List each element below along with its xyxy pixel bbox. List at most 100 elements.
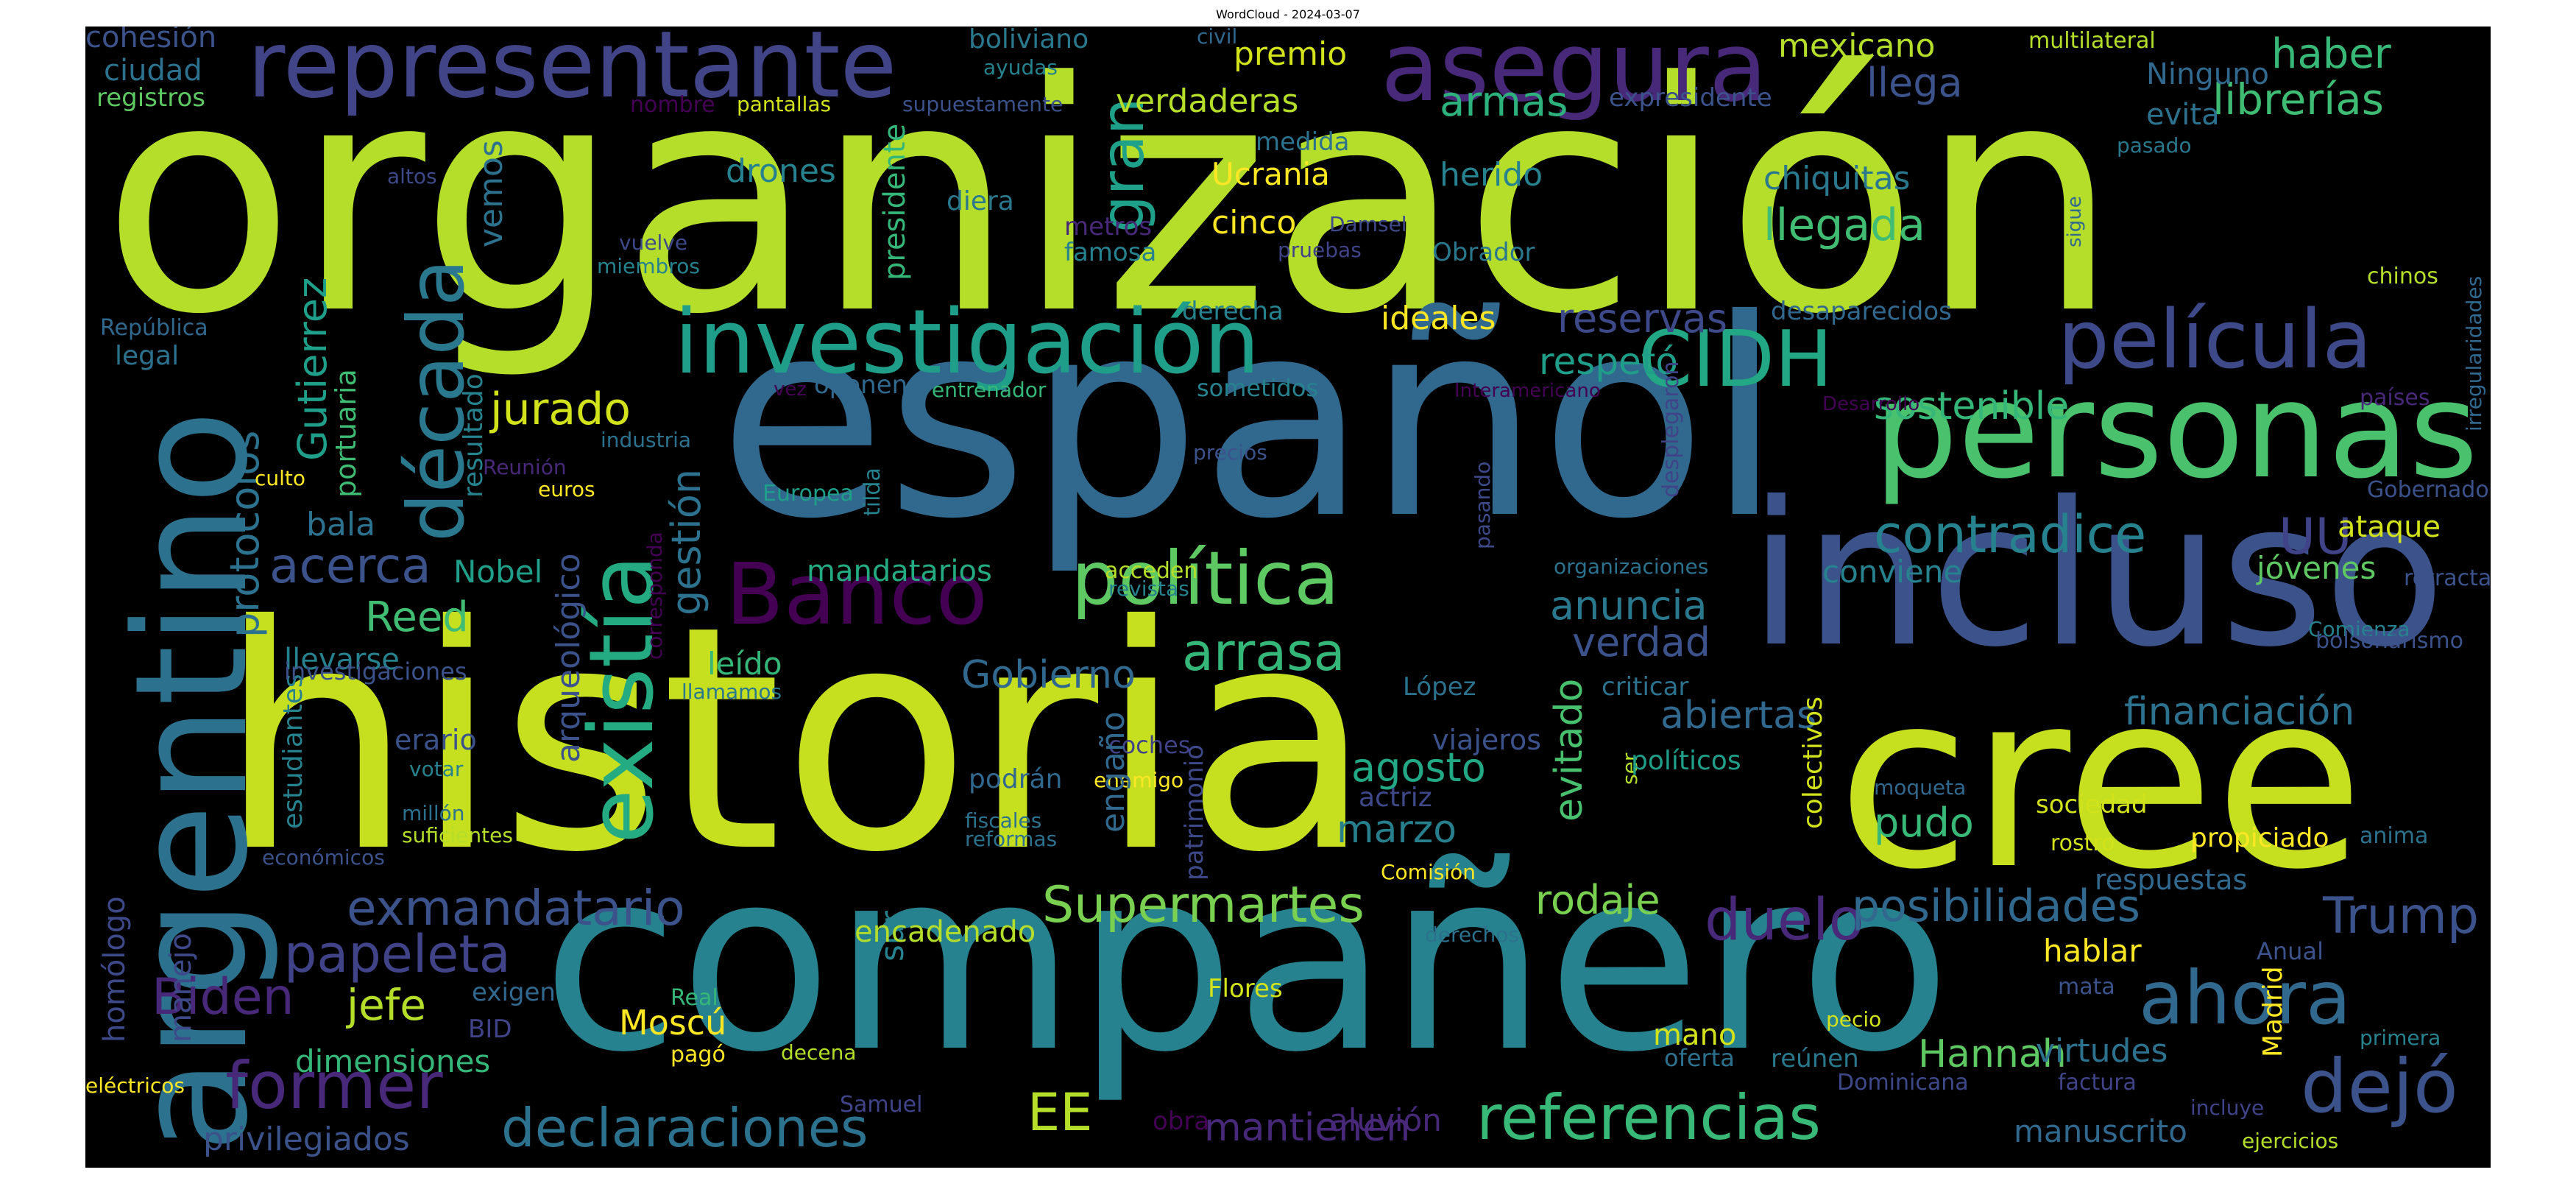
word: acceden [1105,558,1198,584]
wordcloud-canvas: organización historia español compañero … [85,27,2491,1168]
word: pecio [1826,1007,1882,1031]
word: eléctricos [85,1073,185,1098]
word: Moscú [619,1003,727,1043]
word: vez [774,378,807,401]
word: Dominicana [1837,1070,1969,1096]
word: pudo [1874,800,1974,846]
word: sigue [2064,196,2086,247]
word: jefe [347,980,426,1030]
word: former [225,1048,443,1124]
word: retractado [2404,565,2491,591]
word: erario [394,724,477,756]
word: Obrador [1432,238,1535,267]
word: jurado [490,384,631,435]
word: ataque [2338,510,2441,544]
word: personas [1874,354,2479,508]
word: famosa [1064,238,1157,267]
word: Samuel [840,1092,923,1118]
word: investigaciones [284,657,467,685]
word: cohesión [85,27,217,54]
word: económicos [262,845,385,870]
word: votar [409,757,464,781]
word: llegada [1763,200,1925,251]
word: dimensiones [295,1043,491,1079]
word: derecha [1182,297,1284,326]
word: engaño [1094,711,1132,833]
word: compañero [542,816,1952,1107]
word: dejó [2301,1043,2458,1129]
word: leído [707,646,782,682]
word: legal [115,341,180,371]
word: Interamericano [1454,380,1601,402]
word: diera [946,186,1014,216]
word: organización [102,27,2120,384]
word: Hannah [1918,1032,2067,1076]
word: multilateral [2028,28,2156,54]
word: reservas [1557,295,1727,342]
word: desplegaron [1658,361,1684,498]
word: sostenible [1874,384,2070,428]
word: papeleta [284,924,511,984]
word: investigación [674,292,1260,394]
word: rodaje [1535,877,1660,923]
word: coches [1108,731,1191,759]
wordcloud-title: WordCloud - 2024-03-07 [1216,7,1360,21]
word: supuestamente [902,92,1064,116]
word: evita [2146,98,2220,132]
word: verdaderas [1116,82,1299,120]
word: historia [218,560,1374,920]
word: Comisión [1381,860,1476,884]
word: registros [96,83,205,113]
word: López [1403,672,1476,702]
word: representante [247,27,897,119]
word: respetó [1539,340,1678,383]
word: Gobierno [961,653,1136,697]
word: virtudes [2036,1032,2168,1070]
word: vemos [473,140,510,247]
word: aluvión [1329,1102,1442,1138]
word: factura [2058,1070,2137,1096]
word: Trump [2323,887,2480,945]
word: CIDH [1638,314,1833,404]
word: respuestas [2095,864,2248,896]
word: conviene [1822,554,1963,590]
word: países [2360,385,2430,411]
word: película [2058,292,2372,387]
word: contradice [1874,504,2147,565]
word: viajeros [1432,724,1542,756]
word: Madrid [2258,966,2288,1057]
word: encadenado [854,915,1036,949]
word: incluso [1749,459,2446,691]
word: homólogo [98,896,132,1043]
word: Ninguno [2146,57,2269,91]
word: revistas [1108,576,1189,601]
word: organizaciones [1554,554,1709,579]
word: haber [2271,30,2391,78]
word: euros [538,477,595,501]
word: evitado [1547,678,1591,822]
word: entrenador [932,378,1047,402]
word: expresidente [1609,83,1772,113]
word: política [1072,535,1340,621]
word: privilegiados [203,1121,410,1158]
word: EE [1027,1082,1093,1143]
word: precios [1193,440,1267,465]
word: sociedad [2036,790,2148,819]
word: financiación [2124,690,2355,734]
word: Supermartes [1042,876,1365,934]
word: patrimonio [1180,744,1209,881]
word: irregularidades [2462,275,2486,431]
word: pagó [670,1042,726,1068]
word: hablar [2043,933,2142,969]
word: librerías [2212,74,2385,124]
word: mexicano [1778,27,1936,65]
word: oferta [1664,1044,1735,1072]
word: Comienza [2308,617,2410,641]
word: ejercicios [2242,1129,2339,1153]
word: llamamos [682,680,782,704]
word: vuelve [619,230,688,255]
word: Nobel [453,554,543,590]
word: acerca [269,537,431,594]
word: anima [2360,823,2429,849]
word: pasando [1471,461,1495,549]
